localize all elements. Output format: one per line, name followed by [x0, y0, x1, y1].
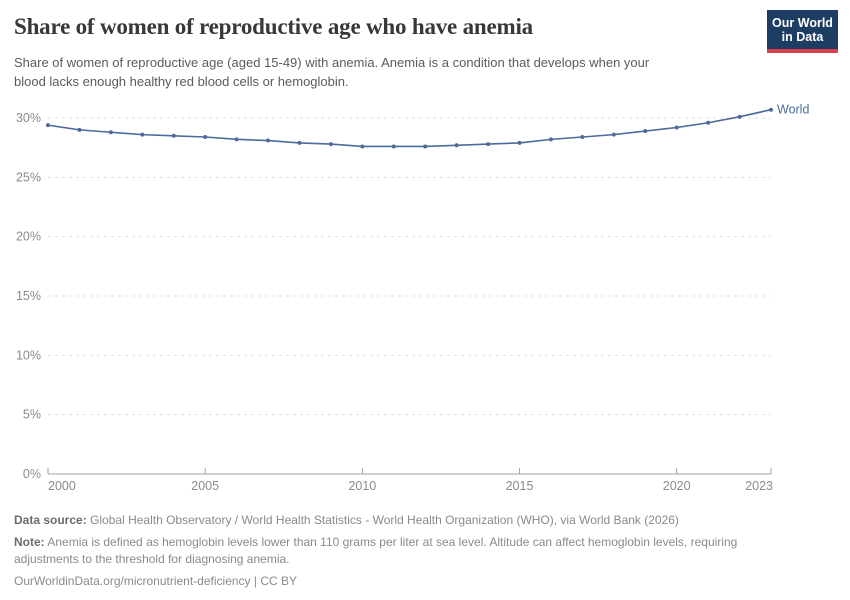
subtitle-line-2: blood lacks enough healthy red blood cel… [14, 74, 349, 89]
subtitle-line-1: Share of women of reproductive age (aged… [14, 55, 650, 70]
data-point-world-2018[interactable] [611, 132, 616, 137]
data-point-world-2023[interactable] [769, 107, 773, 112]
x-axis-label-2023: 2023 [745, 479, 773, 493]
note-text-line1: Anemia is defined as hemoglobin levels l… [47, 535, 738, 549]
data-source-line: Data source: Global Health Observatory /… [14, 512, 824, 528]
data-point-world-2011[interactable] [391, 144, 396, 149]
data-point-world-2002[interactable] [108, 130, 113, 135]
data-point-world-2010[interactable] [360, 144, 365, 149]
note-label: Note: [14, 535, 45, 549]
y-axis-label-15: 15% [16, 289, 41, 303]
series-label-world[interactable]: World [777, 103, 809, 117]
chart-footer: Data source: Global Health Observatory /… [14, 512, 824, 589]
owid-logo[interactable]: Our World in Data [767, 10, 838, 53]
y-axis-label-10: 10% [16, 348, 41, 362]
y-axis-label-0: 0% [23, 467, 41, 481]
data-point-world-2021[interactable] [706, 120, 711, 125]
note-line: Note: Anemia is defined as hemoglobin le… [14, 534, 824, 568]
data-source-text: Global Health Observatory / World Health… [90, 513, 679, 527]
data-point-world-2007[interactable] [266, 138, 271, 143]
data-point-world-2006[interactable] [234, 137, 239, 142]
chart-subtitle: Share of women of reproductive age (aged… [14, 53, 649, 91]
x-axis-label-2005: 2005 [191, 479, 219, 493]
data-point-world-2003[interactable] [140, 132, 145, 137]
data-point-world-2001[interactable] [77, 127, 82, 132]
data-point-world-2009[interactable] [328, 142, 333, 147]
line-chart-svg[interactable]: 0% 5% 10% 15% 20% 25% 30% 2000 2005 2010 2015 2020 2… [0, 90, 850, 505]
data-point-world-2014[interactable] [486, 142, 491, 147]
data-point-world-2020[interactable] [674, 125, 679, 130]
data-point-world-2022[interactable] [737, 114, 742, 119]
line-chart[interactable]: 0% 5% 10% 15% 20% 25% 30% 2000 2005 2010 2015 2020 2… [0, 90, 850, 505]
data-point-world-2015[interactable] [517, 140, 522, 145]
owid-logo-text-line1: Our World [772, 16, 833, 30]
x-axis-label-2015: 2015 [506, 479, 534, 493]
data-point-world-2019[interactable] [643, 129, 648, 134]
y-axis-label-20: 20% [16, 230, 41, 244]
data-point-world-2000[interactable] [46, 123, 50, 128]
data-point-world-2013[interactable] [454, 143, 459, 148]
data-point-world-2017[interactable] [580, 134, 585, 139]
y-axis-label-30: 30% [16, 111, 41, 125]
y-axis-label-25: 25% [16, 170, 41, 184]
y-axis-label-5: 5% [23, 408, 41, 422]
data-point-world-2005[interactable] [203, 134, 208, 139]
x-axis-label-2020: 2020 [663, 479, 691, 493]
data-source-label: Data source: [14, 513, 87, 527]
note-text-line2: adjustments to the threshold for diagnos… [14, 552, 290, 566]
x-axis-label-2010: 2010 [348, 479, 376, 493]
footer-citation-link[interactable]: OurWorldinData.org/micronutrient-deficie… [14, 574, 297, 588]
data-point-world-2016[interactable] [548, 137, 553, 142]
x-axis-label-2000: 2000 [48, 479, 76, 493]
owid-logo-text-line2: in Data [781, 30, 824, 44]
data-point-world-2004[interactable] [171, 133, 176, 138]
page-title: Share of women of reproductive age who h… [14, 14, 533, 39]
data-point-world-2012[interactable] [423, 144, 428, 149]
data-line-world[interactable] [47, 108, 772, 148]
data-point-world-2008[interactable] [297, 140, 302, 145]
